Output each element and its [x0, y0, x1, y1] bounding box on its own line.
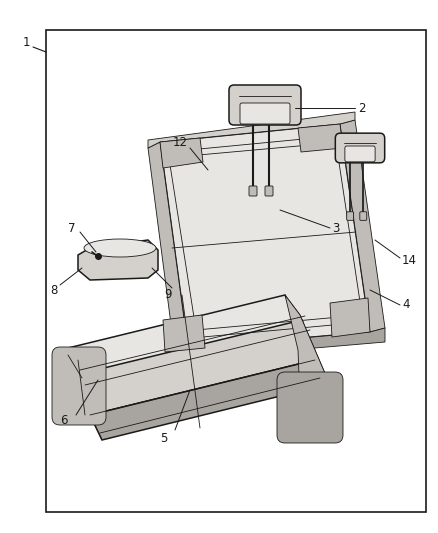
- Ellipse shape: [84, 239, 156, 257]
- Polygon shape: [160, 138, 203, 168]
- Polygon shape: [75, 320, 315, 415]
- Polygon shape: [340, 120, 385, 332]
- Polygon shape: [298, 124, 343, 152]
- FancyBboxPatch shape: [277, 372, 343, 443]
- Polygon shape: [163, 315, 205, 352]
- Polygon shape: [90, 360, 325, 440]
- FancyBboxPatch shape: [249, 186, 257, 196]
- Text: 3: 3: [332, 222, 339, 235]
- FancyBboxPatch shape: [240, 103, 290, 124]
- Text: 8: 8: [50, 284, 58, 296]
- Polygon shape: [175, 328, 385, 360]
- Polygon shape: [68, 348, 102, 440]
- Bar: [46, 30, 426, 512]
- Text: 9: 9: [164, 288, 172, 302]
- FancyBboxPatch shape: [265, 186, 273, 196]
- Text: 1: 1: [22, 36, 30, 49]
- FancyBboxPatch shape: [52, 347, 106, 425]
- Polygon shape: [285, 295, 330, 408]
- Polygon shape: [148, 142, 188, 355]
- Polygon shape: [68, 295, 315, 415]
- Polygon shape: [160, 124, 370, 348]
- Text: 4: 4: [402, 298, 410, 311]
- Text: 2: 2: [358, 101, 365, 115]
- Text: 5: 5: [160, 432, 167, 445]
- Text: 6: 6: [60, 414, 67, 426]
- FancyBboxPatch shape: [345, 146, 375, 162]
- Polygon shape: [330, 298, 370, 337]
- Polygon shape: [285, 295, 330, 385]
- FancyBboxPatch shape: [229, 85, 301, 125]
- FancyBboxPatch shape: [360, 212, 367, 220]
- Polygon shape: [148, 112, 355, 148]
- Text: 14: 14: [402, 254, 417, 266]
- FancyBboxPatch shape: [336, 133, 385, 163]
- Text: 12: 12: [173, 135, 187, 149]
- FancyBboxPatch shape: [347, 212, 353, 220]
- Polygon shape: [78, 240, 158, 280]
- Text: 7: 7: [68, 222, 76, 235]
